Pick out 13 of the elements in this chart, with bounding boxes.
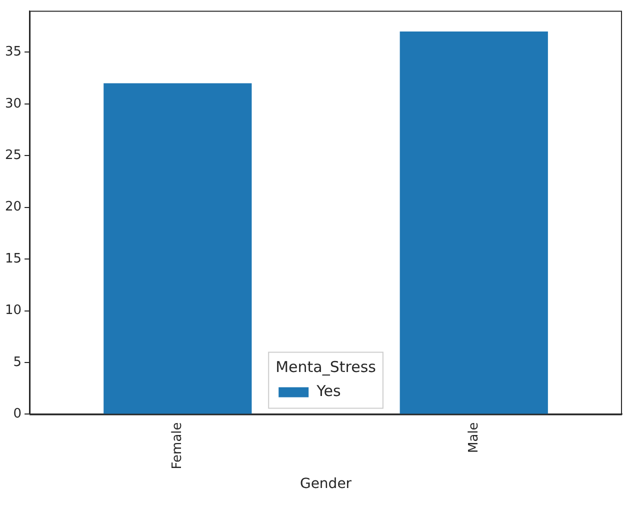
x-tick-label: Female [170, 422, 186, 470]
x-axis-title: Gender [300, 476, 352, 492]
legend-title: Menta_Stress [276, 358, 376, 376]
y-tick-label: 35 [4, 44, 22, 60]
legend-label: Yes [316, 382, 341, 400]
x-tick-label: Male [466, 422, 482, 453]
y-tick-label: 20 [4, 200, 22, 215]
y-tick-label: 0 [13, 406, 22, 422]
y-tick-label: 5 [13, 354, 22, 370]
y-tick-label: 15 [4, 251, 22, 266]
y-tick-label: 25 [4, 148, 22, 163]
y-tick-label: 10 [4, 303, 22, 318]
y-tick-label: 30 [4, 96, 22, 112]
